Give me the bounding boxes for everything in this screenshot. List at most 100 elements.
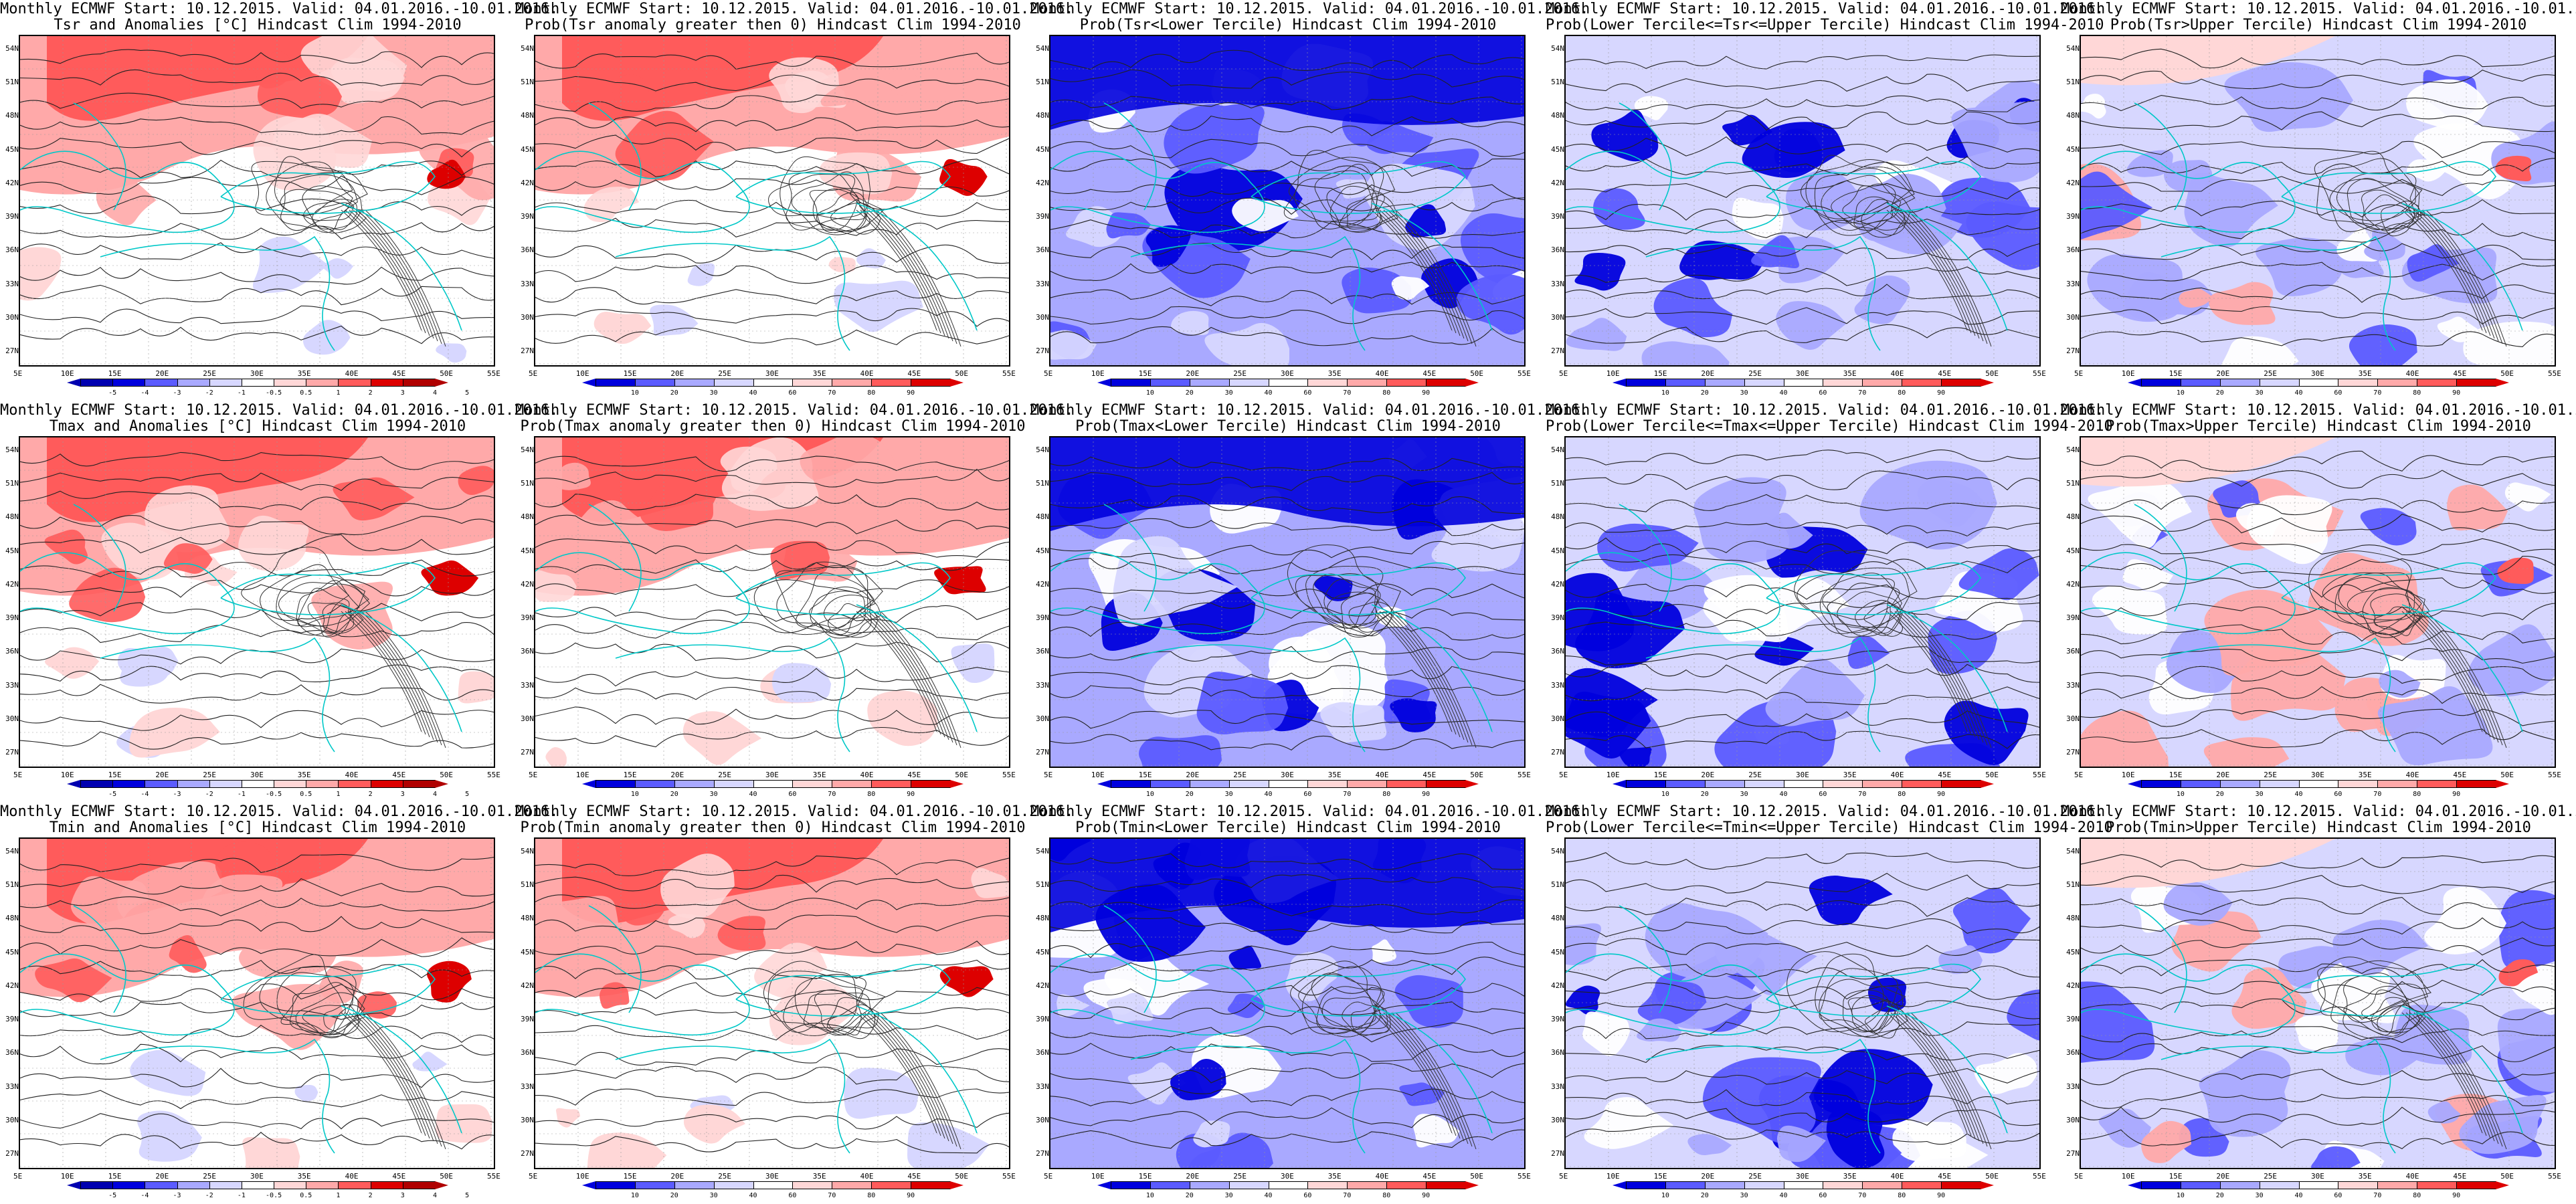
- lat-tick-label: 30N: [5, 714, 19, 723]
- colorbar-swatch: [2219, 1181, 2260, 1189]
- lon-tick-label: 15E: [2169, 1172, 2183, 1181]
- lon-tick-label: 10E: [575, 369, 589, 378]
- lon-tick-label: 45E: [907, 1172, 921, 1181]
- colorbar-swatch: [1386, 780, 1427, 788]
- colorbar-tick-label: 80: [1898, 389, 1906, 397]
- lon-tick-label: 45E: [1422, 771, 1437, 779]
- lon-tick-label: 20E: [2216, 771, 2230, 779]
- lon-tick-label: 45E: [1938, 771, 1952, 779]
- colorbar-arrow-left: [2128, 379, 2141, 387]
- lat-tick-label: 45N: [521, 546, 534, 555]
- colorbar-tick-label: -0.5: [266, 1192, 282, 1199]
- lon-tick-label: 50E: [1985, 771, 1999, 779]
- colorbar-tick-label: 20: [670, 791, 678, 798]
- lon-tick-label: 35E: [1327, 1172, 1342, 1181]
- colorbar-swatch: [2219, 780, 2260, 788]
- map-field: [2081, 437, 2555, 767]
- colorbar-tick-label: 40: [2294, 1192, 2303, 1199]
- colorbar-swatch: [1783, 379, 1824, 387]
- map-plot-area: [1564, 837, 2041, 1169]
- colorbar-tick-label: 20: [1185, 1192, 1194, 1199]
- lon-tick-label: 15E: [108, 771, 122, 779]
- lat-tick-label: 42N: [2066, 579, 2080, 589]
- panel-title-line2: Tmax and Anomalies [°C] Hindcast Clim 19…: [49, 418, 466, 435]
- lat-tick-label: 27N: [5, 346, 19, 355]
- colorbar-tick-label: 20: [1185, 389, 1194, 397]
- colorbar-tick-label: 20: [1700, 389, 1709, 397]
- lon-tick-label: 10E: [1091, 369, 1105, 378]
- colorbar-swatch: [911, 379, 951, 387]
- colorbar-tick-label: 30: [2255, 791, 2264, 798]
- lat-tick-label: 30N: [2066, 714, 2080, 723]
- lat-tick-label: 48N: [1036, 512, 1049, 522]
- lon-tick-label: 55E: [2033, 369, 2046, 378]
- lat-tick-label: 30N: [2066, 1115, 2080, 1124]
- lon-tick-label: 40E: [1890, 1172, 1904, 1181]
- colorbar-tick-label: 40: [1779, 389, 1788, 397]
- colorbar-swatch: [209, 379, 242, 387]
- colorbar-swatch: [2141, 780, 2181, 788]
- panel-title-line1: Monthly ECMWF Start: 10.12.2015. Valid: …: [1030, 1, 1589, 17]
- colorbar-tick-label: 40: [1779, 1192, 1788, 1199]
- colorbar-swatch: [2417, 1181, 2458, 1189]
- lat-tick-label: 48N: [2066, 512, 2080, 522]
- lon-tick-label: 40E: [860, 771, 874, 779]
- lon-tick-label: 30E: [2311, 771, 2324, 779]
- lon-tick-label: 10E: [2121, 369, 2135, 378]
- colorbar-swatch: [402, 379, 436, 387]
- panel-title-line1: Monthly ECMWF Start: 10.12.2015. Valid: …: [1546, 402, 2104, 419]
- lat-tick-label: 33N: [1551, 279, 1564, 288]
- map-panel: Monthly ECMWF Start: 10.12.2015. Valid: …: [2061, 0, 2576, 401]
- lon-tick-label: 30E: [765, 369, 779, 378]
- colorbar-arrow-left: [1097, 780, 1111, 788]
- lat-tick-label: 33N: [5, 680, 19, 690]
- lon-tick-label: 40E: [1890, 771, 1904, 779]
- lat-tick-label: 54N: [2066, 44, 2080, 53]
- lat-tick-label: 54N: [521, 847, 534, 856]
- colorbar-tick-label: 70: [2373, 791, 2382, 798]
- panel-title-line1: Monthly ECMWF Start: 10.12.2015. Valid: …: [2061, 1, 2576, 17]
- colorbar-swatch: [1862, 780, 1903, 788]
- map-panel: Monthly ECMWF Start: 10.12.2015. Valid: …: [1546, 803, 2113, 1204]
- lat-tick-label: 33N: [1551, 1082, 1564, 1091]
- lon-tick-label: 5E: [529, 771, 538, 779]
- colorbar-arrow-left: [1097, 1181, 1111, 1189]
- lon-tick-label: 30E: [2311, 369, 2324, 378]
- lat-tick-label: 54N: [521, 445, 534, 454]
- colorbar-swatch: [1665, 1181, 1706, 1189]
- colorbar-tick-label: -4: [141, 791, 149, 798]
- lat-tick-label: 36N: [1551, 245, 1564, 255]
- colorbar-swatch: [1941, 1181, 1981, 1189]
- lon-tick-label: 45E: [1422, 369, 1437, 378]
- lon-tick-label: 5E: [13, 1172, 23, 1181]
- colorbar-tick-label: 10: [1145, 791, 1154, 798]
- lon-tick-label: 50E: [1985, 369, 1999, 378]
- map-plot-area: [2080, 436, 2556, 768]
- colorbar-swatch: [1111, 780, 1151, 788]
- colorbar-arrow-left: [582, 780, 595, 788]
- colorbar-swatch: [209, 1181, 242, 1189]
- colorbar-tick-label: 70: [1858, 1192, 1867, 1199]
- colorbar-swatch: [1902, 379, 1942, 387]
- map-field: [2081, 839, 2555, 1168]
- colorbar-tick-label: 80: [2413, 1192, 2421, 1199]
- lat-tick-label: 33N: [5, 279, 19, 288]
- colorbar-tick-label: -2: [205, 1192, 213, 1199]
- lat-tick-label: 42N: [521, 579, 534, 589]
- colorbar-swatch: [634, 379, 675, 387]
- colorbar-swatch: [241, 379, 275, 387]
- lat-tick-label: 51N: [2066, 880, 2080, 890]
- map-plot-area: [534, 436, 1010, 768]
- lat-tick-label: 27N: [521, 346, 534, 355]
- colorbar-tick-label: 10: [1145, 389, 1154, 397]
- lon-tick-label: 40E: [2405, 1172, 2419, 1181]
- colorbar-swatch: [1902, 780, 1942, 788]
- colorbar-swatch: [1228, 379, 1269, 387]
- colorbar-tick-label: 1: [336, 791, 341, 798]
- colorbar-tick-label: 60: [1819, 389, 1827, 397]
- lon-tick-label: 5E: [13, 369, 23, 378]
- lat-tick-label: 48N: [1551, 111, 1564, 120]
- lat-tick-label: 48N: [5, 512, 19, 522]
- lon-tick-label: 10E: [1606, 369, 1620, 378]
- lat-tick-label: 48N: [521, 111, 534, 120]
